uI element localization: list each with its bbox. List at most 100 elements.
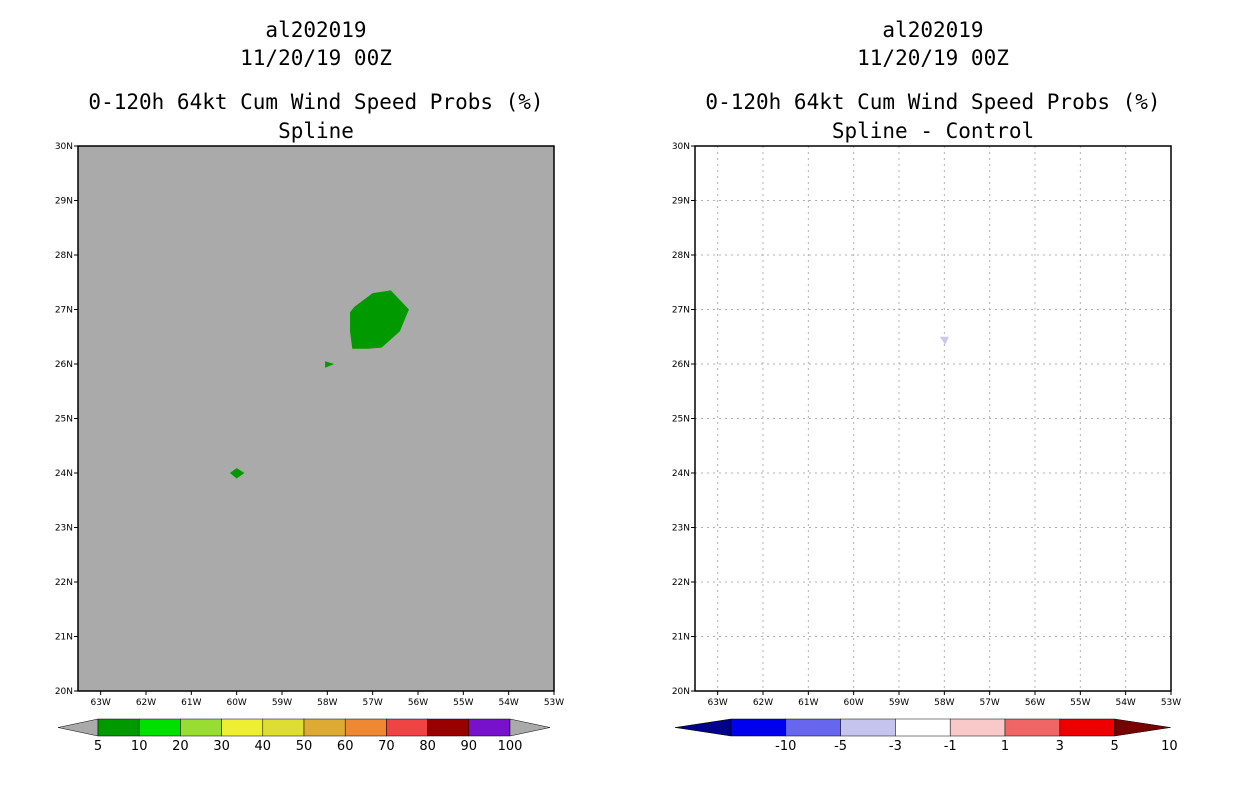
left-lat-label: 29N (55, 197, 73, 207)
left-lat-label: 22N (55, 578, 73, 588)
left-lat-label: 24N (55, 469, 73, 479)
right-lon-label: 57W (979, 698, 999, 708)
right-lon-label: 56W (1025, 698, 1045, 708)
right-colorbar: -10 -5 -3 -1 1 3 5 10 (674, 718, 1178, 754)
right-title-line2: 11/20/19 00Z (857, 46, 1009, 70)
right-lon-label: 60W (843, 698, 863, 708)
left-lon-label: 56W (408, 698, 428, 708)
right-colorbar-segment (1004, 718, 1061, 737)
left-colorbar-label: 90 (461, 739, 478, 754)
left-colorbar-label: 30 (213, 739, 230, 754)
right-lat-label: 21N (672, 633, 690, 643)
right-lon-label: 54W (1115, 698, 1135, 708)
left-colorbar-left-arrow (57, 718, 99, 737)
left-colorbar-label: 5 (94, 739, 102, 754)
left-small-diamond (229, 468, 245, 479)
left-lon-label: 55W (453, 698, 473, 708)
left-title-line4: Spline (278, 119, 354, 143)
left-lon-label: 57W (362, 698, 382, 708)
right-map-panel: 63W 62W 61W 60W 59W 58W 57W 56W 55W 54W 53W 20N 21N 2… (672, 142, 1181, 754)
left-colorbar-segment (97, 718, 140, 737)
left-colorbar-label: 20 (172, 739, 189, 754)
left-lat-label: 25N (55, 415, 73, 425)
right-colorbar-label: 1 (1001, 739, 1009, 754)
right-lat-label: 29N (672, 197, 690, 207)
left-colorbar-segment (386, 718, 428, 737)
left-colorbar-label: 70 (378, 739, 395, 754)
left-colorbar: 5 10 20 30 40 50 60 70 80 90 100 (57, 718, 551, 754)
right-colorbar-segment (1059, 718, 1115, 737)
right-title-line4: Spline - Control (831, 119, 1035, 143)
left-lon-label: 54W (498, 698, 518, 708)
right-colorbar-left-arrow (674, 718, 732, 737)
left-colorbar-segment (180, 718, 222, 737)
left-colorbar-segment (427, 718, 470, 737)
left-map-panel: 63W 62W 61W 60W 59W 58W 57W 56W 55W 54W 53W 20N 21N 2… (55, 142, 564, 754)
left-title-line2: 11/20/19 00Z (240, 46, 392, 70)
right-colorbar-segment (840, 718, 896, 737)
right-title-line1: al202019 (882, 18, 984, 42)
right-colorbar-segment (949, 718, 1006, 737)
right-lat-label: 30N (672, 142, 690, 152)
right-plot-background (695, 146, 1171, 691)
right-lon-label: 61W (798, 698, 818, 708)
right-lat-label: 27N (672, 306, 690, 316)
left-lat-label: 28N (55, 251, 73, 261)
left-lat-label: 20N (55, 687, 73, 697)
right-lat-label: 28N (672, 251, 690, 261)
right-lon-label: 63W (707, 698, 727, 708)
left-colorbar-label: 60 (337, 739, 354, 754)
right-lon-label: 55W (1070, 698, 1090, 708)
right-colorbar-label: -5 (834, 739, 847, 754)
right-lat-label: 20N (672, 687, 690, 697)
right-lat-label: 24N (672, 469, 690, 479)
left-lat-label: 30N (55, 142, 73, 152)
left-colorbar-label: 100 (498, 739, 523, 754)
left-lat-label: 21N (55, 633, 73, 643)
right-colorbar-segment (785, 718, 841, 737)
left-lat-label: 23N (55, 524, 73, 534)
left-colorbar-segment (344, 718, 387, 737)
left-colorbar-segment (468, 718, 511, 737)
left-lon-label: 61W (181, 698, 201, 708)
right-diff-diamond (939, 336, 949, 345)
left-lat-label: 27N (55, 306, 73, 316)
right-lat-label: 26N (672, 360, 690, 370)
left-colorbar-segment (138, 718, 181, 737)
left-lon-label: 58W (317, 698, 337, 708)
right-lon-label: 58W (934, 698, 954, 708)
right-colorbar-label: -3 (889, 739, 902, 754)
left-colorbar-label: 10 (131, 739, 148, 754)
right-lon-label: 53W (1161, 698, 1181, 708)
right-colorbar-segment (730, 718, 787, 737)
right-colorbar-label: 10 (1161, 739, 1178, 754)
left-lon-label: 60W (226, 698, 246, 708)
right-colorbar-label: -1 (944, 739, 957, 754)
left-colorbar-label: 50 (296, 739, 313, 754)
left-lon-label: 59W (272, 698, 292, 708)
right-colorbar-label: -10 (775, 739, 796, 754)
right-colorbar-right-arrow (1114, 718, 1171, 737)
right-lon-label: 59W (889, 698, 909, 708)
left-colorbar-label: 40 (255, 739, 272, 754)
left-lon-label: 62W (136, 698, 156, 708)
right-title-line3: 0-120h 64kt Cum Wind Speed Probs (%) (705, 90, 1161, 114)
left-main-blob (350, 290, 409, 349)
left-colorbar-right-arrow (509, 718, 551, 737)
right-colorbar-label: 3 (1056, 739, 1064, 754)
left-lat-label: 26N (55, 360, 73, 370)
left-lon-label: 53W (544, 698, 564, 708)
right-lat-label: 25N (672, 415, 690, 425)
right-colorbar-label: 5 (1110, 739, 1118, 754)
left-colorbar-segment (221, 718, 264, 737)
left-plot-background (78, 146, 554, 691)
right-lat-label: 22N (672, 578, 690, 588)
left-title-line1: al202019 (265, 18, 367, 42)
left-lon-label: 63W (90, 698, 110, 708)
left-colorbar-label: 80 (419, 739, 436, 754)
left-small-triangle (325, 361, 335, 368)
left-title-line3: 0-120h 64kt Cum Wind Speed Probs (%) (88, 90, 544, 114)
right-colorbar-segment (895, 718, 951, 737)
left-colorbar-segment (262, 718, 305, 737)
